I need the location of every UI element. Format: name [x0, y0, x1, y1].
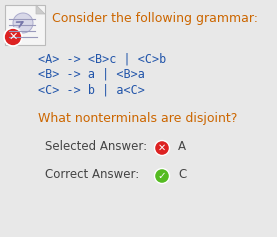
Text: What nonterminals are disjoint?: What nonterminals are disjoint? — [38, 112, 237, 125]
Circle shape — [155, 141, 170, 155]
Text: Consider the following grammar:: Consider the following grammar: — [52, 12, 258, 25]
FancyBboxPatch shape — [5, 5, 45, 45]
Text: <A> -> <B>c | <C>b: <A> -> <B>c | <C>b — [38, 52, 166, 65]
Circle shape — [4, 28, 22, 46]
Text: <C> -> b | a<C>: <C> -> b | a<C> — [38, 84, 145, 97]
Circle shape — [13, 13, 33, 33]
Text: Correct Answer:: Correct Answer: — [45, 168, 139, 181]
Text: <B> -> a | <B>a: <B> -> a | <B>a — [38, 68, 145, 81]
Text: Selected Answer:: Selected Answer: — [45, 140, 147, 153]
Text: ✕: ✕ — [158, 143, 166, 153]
Text: ✓: ✓ — [158, 171, 166, 181]
Circle shape — [155, 169, 170, 183]
Text: A: A — [178, 140, 186, 153]
Text: C: C — [178, 168, 186, 181]
Text: ✕: ✕ — [8, 32, 18, 42]
Polygon shape — [36, 5, 45, 14]
